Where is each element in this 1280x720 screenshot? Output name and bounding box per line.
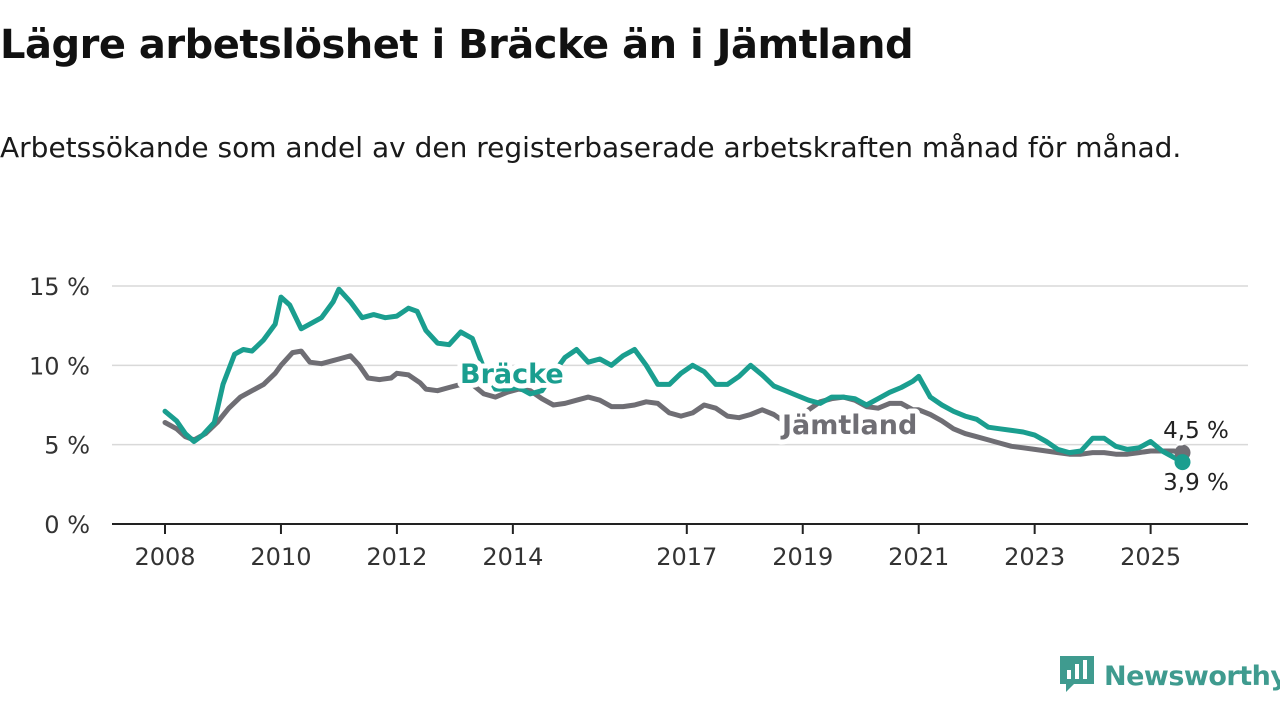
- series-label-bracke: Bräcke: [460, 359, 564, 390]
- series-label-bracke-halo: Bräcke: [460, 359, 564, 390]
- brand-name: Newsworthy: [1104, 660, 1280, 692]
- x-tick-label: 2025: [1120, 543, 1181, 571]
- end-value-jamtland: 4,5 %: [1163, 418, 1229, 444]
- series-lines: [162, 286, 1191, 471]
- x-tick-label: 2019: [772, 543, 833, 571]
- x-tick-label: 2017: [656, 543, 717, 571]
- x-tick-label: 2023: [1004, 543, 1065, 571]
- bar-chart-logo-icon: [1058, 654, 1096, 698]
- x-axis-ticks: 2008 2010 2012 2014 2017 2019 2021 2023 2025: [134, 524, 1181, 571]
- x-tick-label: 2012: [366, 543, 427, 571]
- series-label-jamtland: Jämtland: [780, 410, 917, 441]
- end-value-bracke: 3,9 %: [1163, 470, 1229, 496]
- chart-subtitle: Arbetssökande som andel av den registerb…: [0, 131, 1182, 164]
- newsworthy-logo: Newsworthy: [1058, 654, 1280, 698]
- y-tick-label: 0 %: [44, 511, 90, 539]
- series-label-jamtland-halo: Jämtland: [780, 410, 917, 441]
- y-tick-label: 15 %: [29, 273, 90, 301]
- x-tick-label: 2008: [134, 543, 195, 571]
- series-line-bracke: [162, 286, 1185, 465]
- chart-title: Lägre arbetslöshet i Bräcke än i Jämtlan…: [0, 22, 914, 68]
- end-value-jamtland-halo: 4,5 %: [1163, 418, 1229, 444]
- x-tick-label: 2014: [482, 543, 543, 571]
- end-dot-bracke: [1174, 454, 1191, 471]
- grid-lines: [112, 285, 1248, 446]
- y-axis-labels: 0 % 5 % 10 % 15 %: [29, 273, 90, 539]
- y-tick-label: 10 %: [29, 352, 90, 380]
- series-line-jamtland: [162, 348, 1185, 457]
- y-tick-label: 5 %: [44, 432, 90, 460]
- x-tick-label: 2021: [888, 543, 949, 571]
- end-value-bracke-halo: 3,9 %: [1163, 470, 1229, 496]
- x-tick-label: 2010: [250, 543, 311, 571]
